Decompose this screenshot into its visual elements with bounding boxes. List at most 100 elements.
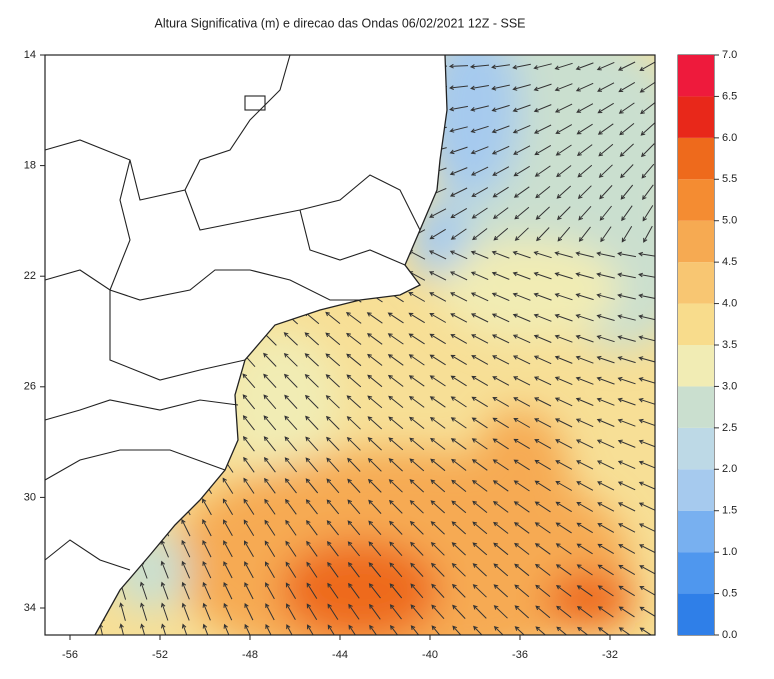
arrow (533, 313, 552, 322)
arrow (554, 397, 573, 407)
arrow (451, 458, 467, 471)
arrow (471, 207, 488, 219)
arrow (472, 542, 488, 556)
arrow (597, 481, 615, 491)
arrow (430, 458, 446, 472)
arrow (555, 543, 572, 555)
arrow (410, 541, 424, 556)
arrow (535, 626, 551, 635)
arrow (512, 313, 531, 322)
arrow (534, 543, 551, 555)
arrow (535, 206, 550, 220)
arrow (638, 335, 655, 342)
arrow (555, 501, 572, 513)
arrow (223, 581, 233, 600)
arrow (598, 143, 614, 157)
arrow (533, 251, 552, 259)
arrow (305, 499, 318, 515)
arrow (388, 437, 404, 451)
arrow (576, 123, 593, 135)
arrow (202, 560, 212, 579)
colorbar-label: 2.5 (722, 422, 737, 434)
arrow (555, 144, 572, 156)
y-tick-label: 22 (24, 270, 36, 282)
arrow (555, 522, 572, 534)
arrow (597, 523, 615, 533)
arrow (367, 478, 382, 493)
arrow (472, 604, 487, 619)
arrow (283, 332, 298, 346)
arrow (346, 436, 361, 451)
arrow (430, 500, 446, 514)
arrow (513, 397, 531, 407)
arrow (597, 627, 614, 635)
arrow (575, 334, 594, 343)
arrow (348, 582, 360, 599)
arrow (451, 500, 467, 514)
arrow (600, 226, 612, 243)
arrow (347, 541, 360, 557)
arrow (326, 499, 340, 515)
arrow (410, 583, 424, 599)
colorbar-label: 3.0 (722, 380, 737, 392)
arrow (639, 565, 655, 575)
arrow (223, 540, 233, 558)
arrow (491, 84, 510, 91)
arrow (512, 292, 531, 301)
arrow (326, 520, 339, 536)
arrow (409, 437, 425, 451)
arrow (577, 626, 593, 635)
arrow (596, 314, 615, 321)
map-title: Altura Significativa (m) e direcao das O… (154, 16, 525, 30)
colorbar-segment (678, 179, 714, 221)
arrow (597, 82, 615, 92)
arrow (576, 605, 593, 618)
arrow (533, 376, 552, 386)
arrow (599, 185, 613, 200)
arrow (554, 313, 573, 322)
arrow (643, 225, 653, 243)
arrow (556, 185, 572, 199)
x-tick-label: -40 (422, 649, 438, 661)
arrow (428, 250, 447, 260)
arrow (493, 227, 509, 241)
arrow (346, 395, 362, 409)
arrow (389, 541, 403, 557)
arrow (554, 272, 573, 280)
arrow (534, 418, 552, 428)
arrow (512, 355, 531, 365)
arrow (492, 207, 509, 220)
arrow (638, 251, 655, 257)
arrow (283, 352, 298, 367)
arrow (449, 187, 468, 197)
arrow (202, 539, 212, 558)
arrow (596, 335, 615, 343)
arrow (223, 519, 233, 537)
arrow (618, 81, 636, 93)
arrow (471, 417, 488, 429)
arrow (429, 228, 446, 240)
arrow (576, 481, 594, 491)
arrow (181, 602, 190, 621)
arrow (450, 228, 467, 240)
arrow (513, 165, 530, 177)
arrow (534, 165, 551, 177)
arrow (409, 520, 424, 535)
arrow (389, 562, 403, 578)
arrow (429, 396, 446, 408)
arrow (619, 123, 635, 136)
arrow (160, 602, 169, 621)
arrow (514, 206, 530, 220)
arrow (347, 561, 360, 578)
arrow (450, 334, 468, 344)
arrow (244, 602, 254, 621)
arrow (264, 519, 276, 536)
arrow (617, 439, 636, 448)
x-tick-label: -44 (332, 649, 348, 661)
arrow (242, 435, 255, 452)
arrow (449, 271, 468, 281)
arrow (638, 460, 655, 469)
arrow (367, 437, 382, 451)
arrow (554, 251, 573, 258)
arrow (265, 623, 275, 635)
